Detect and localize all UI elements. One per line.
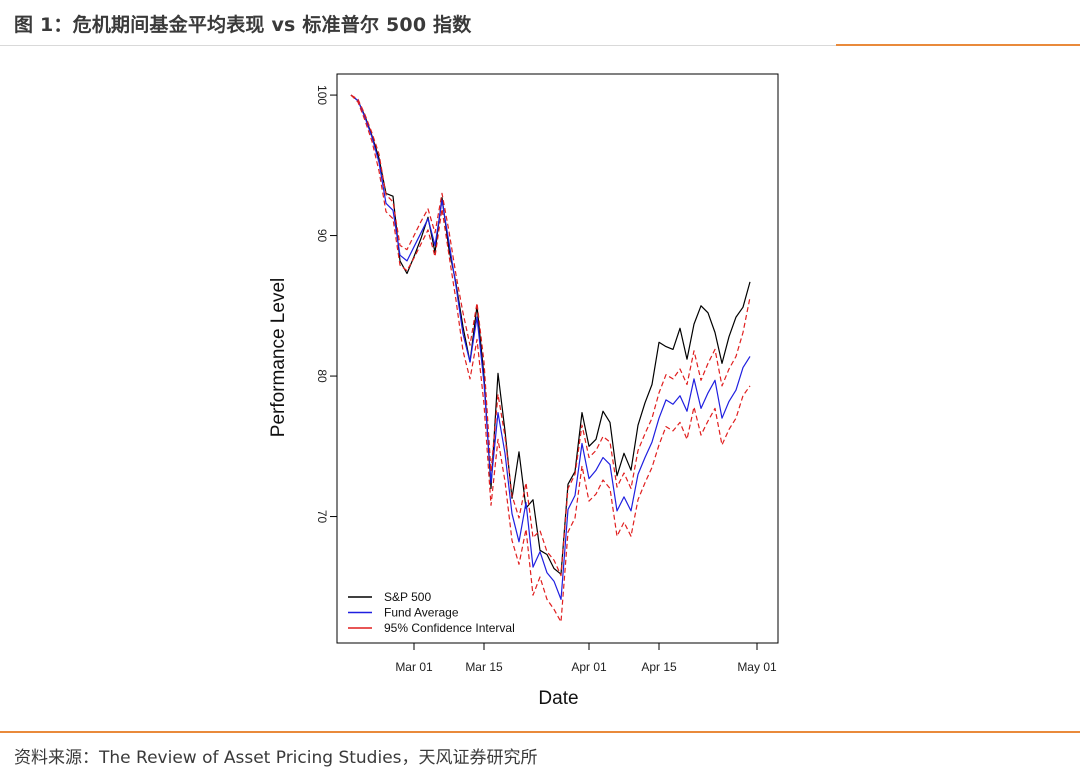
footer-accent-rule xyxy=(0,731,1080,733)
x-tick-label: Mar 01 xyxy=(395,660,433,674)
legend-label: 95% Confidence Interval xyxy=(384,621,515,635)
legend-label: Fund Average xyxy=(384,606,459,620)
y-tick-label: 70 xyxy=(315,510,329,524)
fund-average-line xyxy=(350,94,751,601)
title-divider xyxy=(0,45,836,46)
y-tick-label: 90 xyxy=(315,229,329,243)
x-tick-label: Mar 15 xyxy=(465,660,503,674)
sp500-line xyxy=(350,94,751,575)
y-tick-label: 100 xyxy=(315,85,329,105)
source-text: The Review of Asset Pricing Studies，天风证券… xyxy=(99,748,538,768)
x-axis-title: Date xyxy=(538,688,578,709)
title-accent-rule xyxy=(836,44,1080,46)
x-tick-label: May 01 xyxy=(737,660,777,674)
source-note: 资料来源：The Review of Asset Pricing Studies… xyxy=(14,743,538,768)
ci-upper-line xyxy=(350,94,751,577)
plot-frame xyxy=(336,73,779,644)
y-tick-label: 80 xyxy=(315,369,329,383)
y-axis-title: Performance Level xyxy=(268,278,289,437)
legend-label: S&P 500 xyxy=(384,590,431,604)
x-tick-label: Apr 01 xyxy=(571,660,607,674)
figure-title: 图 1：危机期间基金平均表现 vs 标准普尔 500 指数 xyxy=(14,14,472,36)
x-tick-label: Apr 15 xyxy=(641,660,677,674)
source-label: 资料来源： xyxy=(14,748,99,768)
ci-lower-line xyxy=(350,94,751,623)
